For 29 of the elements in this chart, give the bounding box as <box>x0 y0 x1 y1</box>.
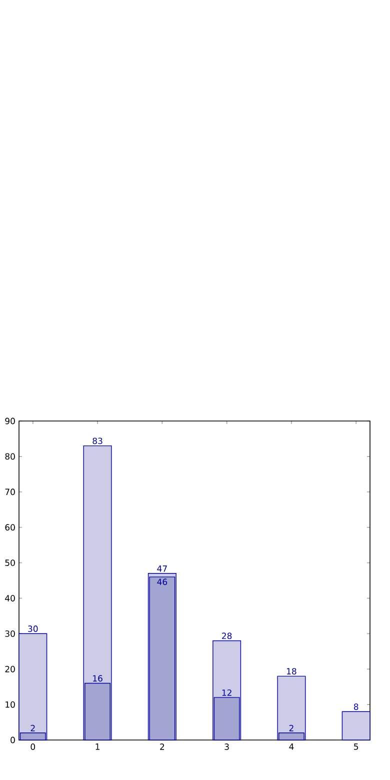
data-label: 16 <box>93 675 102 682</box>
data-label: 83 <box>92 438 102 444</box>
y-tick-label: 10 <box>6 701 15 708</box>
data-label: 2 <box>289 724 294 732</box>
y-tick-label: 90 <box>5 418 15 424</box>
data-label: 12 <box>222 689 232 696</box>
x-tick-label: 0 <box>30 744 36 750</box>
bar <box>342 711 370 740</box>
data-label: 18 <box>286 668 296 674</box>
y-tick-label: 70 <box>5 488 15 496</box>
x-tick-label: 1 <box>96 744 100 750</box>
x-tick-label: 4 <box>289 744 294 750</box>
data-label: 2 <box>30 724 35 732</box>
y-tick-label: 60 <box>5 524 15 531</box>
data-label: 28 <box>222 632 232 640</box>
data-label: 30 <box>28 626 38 632</box>
bar <box>18 633 48 740</box>
y-tick-label: 0 <box>10 736 15 744</box>
data-label: 46 <box>157 578 168 586</box>
y-tick-label: 20 <box>5 666 15 672</box>
data-label: 8 <box>354 704 358 710</box>
x-tick-label: 5 <box>354 744 358 750</box>
y-tick-label: 50 <box>5 560 15 566</box>
x-tick-label: 3 <box>224 744 229 750</box>
y-tick-label: 30 <box>5 630 15 637</box>
x-tick-label: 2 <box>160 744 164 750</box>
data-label: 47 <box>157 566 167 572</box>
y-tick-label: 40 <box>5 595 15 602</box>
y-tick-label: 80 <box>5 453 15 460</box>
